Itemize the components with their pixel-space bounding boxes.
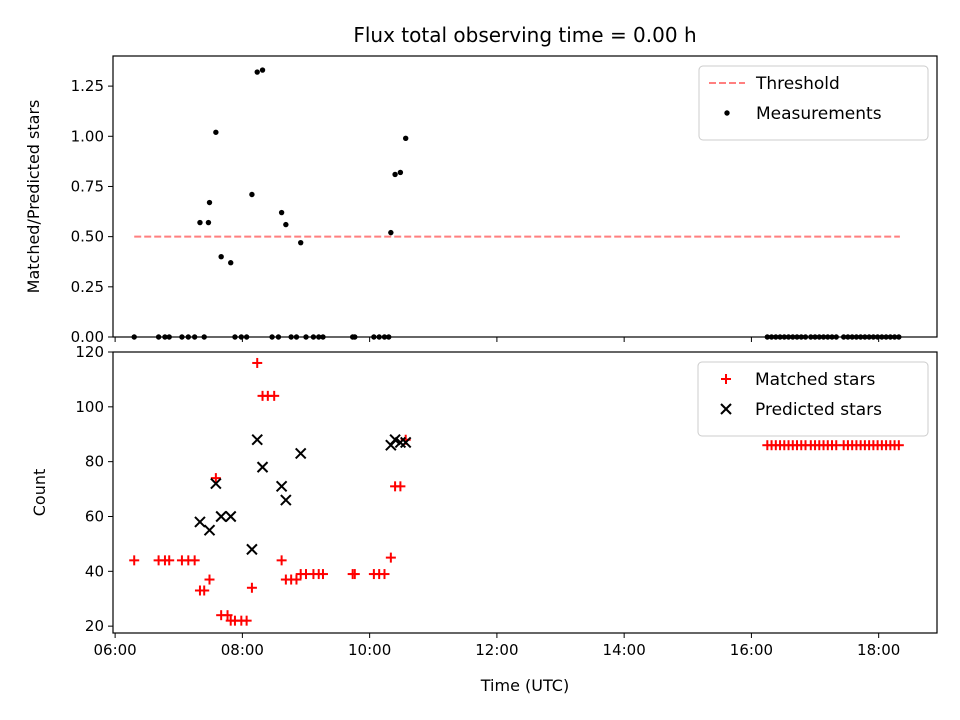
legend-swatch [721,374,731,384]
x-tick-label: 10:00 [348,641,391,659]
y-tick-label: 20 [85,617,104,635]
data-point [129,555,140,566]
data-point [164,555,175,566]
y-tick-label: 80 [85,453,104,471]
x-tick-label: 08:00 [221,641,264,659]
data-point [205,219,212,226]
x-tick-label: 18:00 [857,641,900,659]
plot-area: 0.00 0.25 0.50 0.75 1.00 1.25 Threshold Measure… [71,55,938,659]
data-point [388,229,394,236]
data-point [259,67,266,73]
data-point [203,524,216,536]
data-point [276,555,287,566]
x-tick-label: 14:00 [603,641,646,659]
data-point [246,582,257,593]
x-axis-label: Time (UTC) [480,676,569,695]
data-point [254,69,260,75]
legend-label: Matched stars [755,370,875,390]
data-point [218,254,224,260]
data-point [199,585,210,596]
data-point [280,494,292,506]
data-point [893,440,904,451]
x-tick-label: 06:00 [94,641,137,659]
data-point [206,199,213,206]
series-measurements [131,67,902,340]
data-point [197,219,203,226]
data-point [278,209,285,216]
data-point [379,569,390,580]
legend: Matched stars Predicted stars [697,361,929,437]
y-axis-label-top: Matched/Predicted stars [24,100,43,294]
data-point [283,221,289,228]
axes-frame [112,351,938,634]
data-point [399,436,412,449]
data-point [397,169,404,176]
y-tick-label: 60 [85,507,104,525]
legend-label: Predicted stars [755,400,882,420]
x-tick-label: 16:00 [730,641,773,659]
y-tick-label: 40 [85,562,104,580]
data-point [317,569,328,580]
data-point [294,447,307,460]
data-point [222,610,233,621]
data-point [269,390,280,401]
data-point [402,135,409,141]
data-point [204,574,215,585]
y-tick-label: 1.25 [71,77,104,95]
data-point [256,461,269,473]
data-point [392,171,398,178]
y-tick-label: 120 [75,343,104,361]
chart-title: Flux total observing time = 0.00 h [353,23,696,47]
data-point [215,510,227,523]
data-point [228,260,234,266]
y-axis-label-bottom: Count [30,469,49,517]
data-point [251,434,263,446]
legend: Threshold Measurements [698,65,929,141]
data-point [291,574,302,585]
data-point [349,569,360,580]
x-tick-label: 12:00 [475,641,518,659]
data-point [210,477,222,490]
data-point [241,615,252,626]
legend-label: Threshold [755,74,840,94]
series-predicted-stars [194,434,412,556]
data-point [249,191,255,198]
series-matched-stars [129,357,904,626]
legend-label: Measurements [756,104,882,124]
legend-swatch [720,403,732,415]
y-tick-label: 0.25 [71,278,104,296]
data-point [246,543,258,556]
data-point [252,357,263,368]
legend-swatch [724,110,730,116]
y-tick-label: 0.75 [71,177,104,195]
data-point [189,555,200,566]
y-tick-label: 0.00 [71,328,104,346]
data-point [275,480,288,493]
data-point [385,552,396,563]
data-point [298,239,304,246]
y-tick-label: 1.00 [71,127,104,145]
data-point [213,129,219,135]
y-tick-label: 100 [75,398,104,416]
data-point [225,510,237,523]
data-point [194,516,206,528]
y-tick-label: 0.50 [71,228,104,246]
axes-frame [112,55,938,338]
data-point [395,481,406,492]
data-point [210,473,221,484]
